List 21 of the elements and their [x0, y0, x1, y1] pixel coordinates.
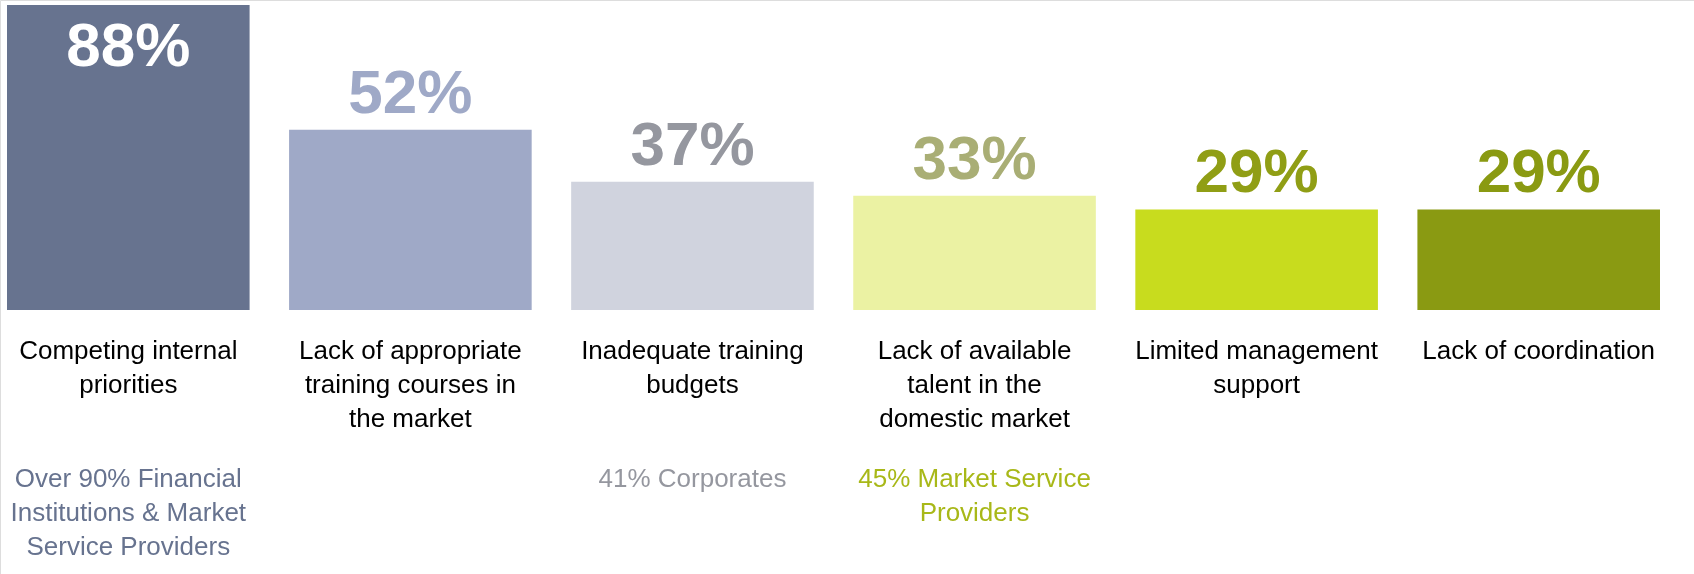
data-label: 33%: [912, 122, 1037, 192]
x-tick-label: Lack of available talent in the domestic market: [877, 335, 1072, 433]
text: 45% Market Service Providers: [858, 463, 1091, 527]
bar: [571, 181, 814, 310]
bar: [1417, 209, 1660, 310]
text: Over 90% Financial Institutions & Market Service Providers: [10, 463, 247, 561]
bar: [7, 5, 250, 310]
data-label: 37%: [630, 108, 755, 178]
x-tick-label: Lack of appropriate training courses in the market: [299, 335, 522, 433]
x-tick-label: Inadequate training budgets: [581, 335, 804, 399]
x-tick-label: Lack of coordination: [1422, 335, 1656, 365]
bar: [289, 129, 532, 310]
x-tick-label: Competing internal priorities: [19, 335, 238, 399]
bar: [853, 195, 1096, 310]
bar: [1135, 209, 1378, 310]
text: 41% Corporates: [598, 463, 787, 493]
data-label: 52%: [348, 56, 473, 126]
data-label: 88%: [66, 10, 191, 79]
data-label: 29%: [1194, 136, 1319, 206]
data-label: 29%: [1476, 136, 1601, 206]
x-tick-label: Limited management support: [1135, 335, 1379, 399]
